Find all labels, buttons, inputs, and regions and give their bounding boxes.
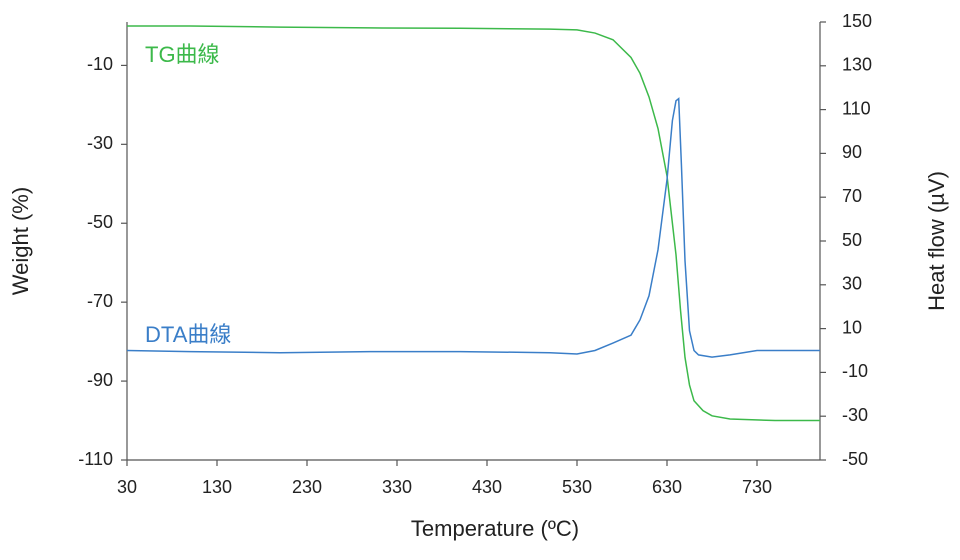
y2-tick-label: 150 [842, 11, 872, 31]
y-tick-label: -30 [87, 133, 113, 153]
y2-tick-label: 130 [842, 55, 872, 75]
y-tick-label: -10 [87, 54, 113, 74]
data-line [127, 25, 820, 422]
x-tick-label: 530 [562, 477, 592, 497]
y2-tick-label: -30 [842, 405, 868, 425]
series-label: DTA曲線 [145, 322, 231, 347]
series-label: TG曲線 [145, 42, 220, 67]
x-tick-label: 730 [742, 477, 772, 497]
y2-tick-label: 90 [842, 142, 862, 162]
y2-tick-label: 110 [842, 98, 871, 118]
data-line [126, 97, 820, 358]
x-tick-label: 30 [117, 477, 137, 497]
y2-tick-label: -50 [842, 449, 868, 469]
y-tick-label: -50 [87, 212, 113, 232]
y-axis-title: Weight (%) [8, 187, 33, 295]
x-tick-label: 330 [382, 477, 412, 497]
y-tick-label: -110 [78, 449, 113, 469]
y-tick-label: -90 [87, 370, 113, 390]
y2-tick-label: 10 [842, 317, 862, 337]
y2-tick-label: -10 [842, 361, 868, 381]
x-axis-title: Temperature (ºC) [411, 516, 579, 541]
x-tick-label: 130 [202, 477, 232, 497]
y2-axis-title: Heat flow (µV) [924, 171, 949, 311]
x-tick-label: 230 [292, 477, 322, 497]
x-tick-label: 630 [652, 477, 682, 497]
y2-tick-label: 30 [842, 274, 862, 294]
x-tick-label: 430 [472, 477, 502, 497]
y2-tick-label: 70 [842, 186, 862, 206]
y-tick-label: -70 [87, 291, 113, 311]
y2-tick-label: 50 [842, 230, 862, 250]
